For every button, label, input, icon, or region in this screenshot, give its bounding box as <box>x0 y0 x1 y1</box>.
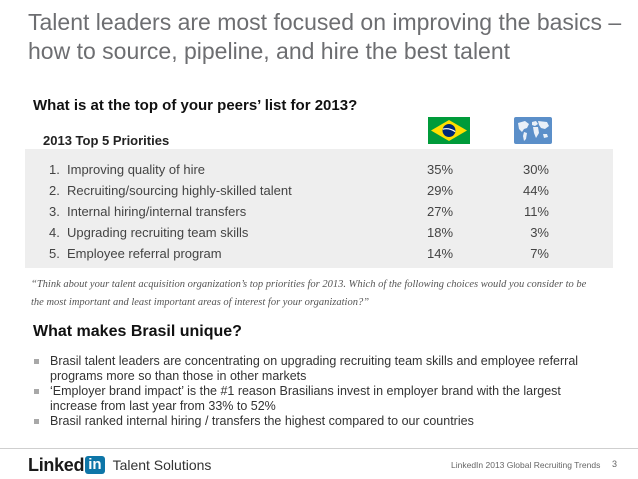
page-number: 3 <box>612 459 618 469</box>
list-item: Brasil talent leaders are concentrating … <box>34 354 594 384</box>
bullet-square-icon <box>34 419 39 424</box>
row-label: Internal hiring/internal transfers <box>67 204 247 219</box>
table-header: 2013 Top 5 Priorities <box>25 117 613 149</box>
question-heading: What is at the top of your peers’ list f… <box>33 97 358 114</box>
global-value: 30% <box>522 162 549 177</box>
row-label: Recruiting/sourcing highly-skilled talen… <box>67 183 292 198</box>
brazil-flag-icon <box>428 117 470 144</box>
row-number: 1. <box>49 162 60 177</box>
linkedin-logo: Linked in Talent Solutions <box>28 454 211 476</box>
table-title: 2013 Top 5 Priorities <box>43 133 170 148</box>
bullet-text: ‘Employer brand impact’ is the #1 reason… <box>50 384 561 413</box>
logo-wordmark: Linked <box>28 454 85 475</box>
bullet-text: Brasil talent leaders are concentrating … <box>50 354 579 383</box>
row-number: 4. <box>49 225 60 240</box>
slide-title: Talent leaders are most focused on impro… <box>28 9 622 64</box>
brasil-value: 27% <box>427 204 454 219</box>
bullet-text: Brasil ranked internal hiring / transfer… <box>50 414 474 428</box>
global-value: 7% <box>530 246 549 261</box>
brasil-value: 18% <box>427 225 454 240</box>
section-heading: What makes Brasil unique? <box>33 323 242 340</box>
priorities-table: 2013 Top 5 Priorities 1. Improving quali… <box>25 117 613 268</box>
row-number: 2. <box>49 183 60 198</box>
row-label: Employee referral program <box>67 246 222 261</box>
logo-product-name: Talent Solutions <box>112 457 212 473</box>
table-row: 1. Improving quality of hire 35% 30% <box>25 162 613 183</box>
logo-in-badge: in <box>85 456 105 474</box>
survey-question-quote: “Think about your talent acquisition org… <box>31 279 587 308</box>
table-row: 4. Upgrading recruiting team skills 18% … <box>25 225 613 246</box>
bullet-square-icon <box>34 389 39 394</box>
report-name: LinkedIn 2013 Global Recruiting Trends <box>451 460 601 470</box>
bullet-square-icon <box>34 359 39 364</box>
row-number: 3. <box>49 204 60 219</box>
global-value: 3% <box>530 225 549 240</box>
table-row: 5. Employee referral program 14% 7% <box>25 246 613 267</box>
row-label: Improving quality of hire <box>67 162 206 177</box>
list-item: ‘Employer brand impact’ is the #1 reason… <box>34 384 594 414</box>
brasil-value: 35% <box>427 162 454 177</box>
footer-divider <box>0 448 638 449</box>
global-value: 44% <box>522 183 549 198</box>
row-label: Upgrading recruiting team skills <box>67 225 249 240</box>
bullet-list: Brasil talent leaders are concentrating … <box>34 354 594 429</box>
brasil-value: 29% <box>427 183 454 198</box>
list-item: Brasil ranked internal hiring / transfer… <box>34 414 594 429</box>
global-value: 11% <box>523 204 549 219</box>
table-row: 2. Recruiting/sourcing highly-skilled ta… <box>25 183 613 204</box>
row-number: 5. <box>49 246 60 261</box>
world-map-icon <box>514 117 552 144</box>
brasil-value: 14% <box>427 246 454 261</box>
table-row: 3. Internal hiring/internal transfers 27… <box>25 204 613 225</box>
